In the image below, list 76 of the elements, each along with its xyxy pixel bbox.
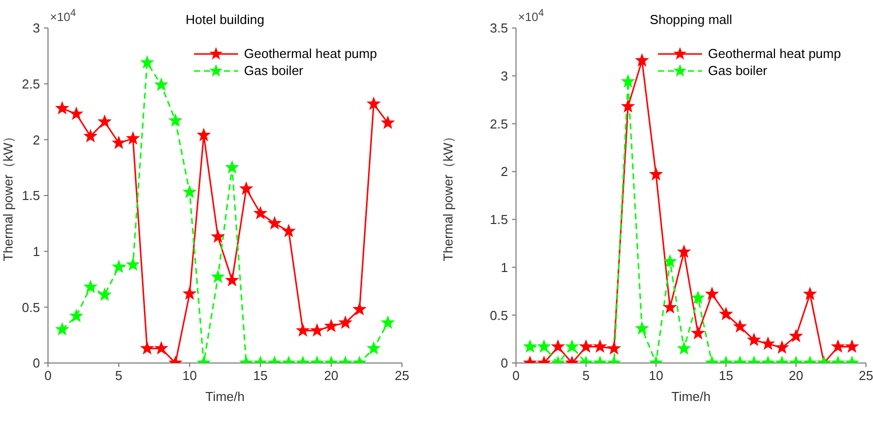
point xyxy=(84,280,97,292)
legend-label: Geothermal heat pump xyxy=(708,46,841,61)
x-tick-label: 15 xyxy=(718,368,734,384)
point xyxy=(198,128,210,141)
point xyxy=(112,260,126,272)
y-tick-label: 1.5 xyxy=(490,212,508,228)
legend-label: Gas boiler xyxy=(708,63,768,78)
x-tick-label: 0 xyxy=(512,368,520,384)
point xyxy=(367,97,380,110)
y-axis-title: Thermal power（kW） xyxy=(0,130,16,262)
point xyxy=(126,132,140,144)
point xyxy=(126,258,140,270)
point xyxy=(310,324,324,336)
y-tick-label: 0 xyxy=(32,356,40,371)
text: ×10$^{4}$ xyxy=(50,8,76,24)
y-tick-label: 2 xyxy=(500,164,508,180)
point xyxy=(240,182,252,194)
x-tick-label: 15 xyxy=(253,368,268,384)
point xyxy=(324,320,338,332)
point xyxy=(382,316,394,328)
y-tick-label: 0.5 xyxy=(22,300,40,315)
x-tick-label: 25 xyxy=(858,368,873,384)
point xyxy=(155,78,168,90)
x-tick-label: 0 xyxy=(44,368,52,384)
x-axis-title: Time/h xyxy=(205,389,245,404)
text: ×10$^{4}$ xyxy=(518,8,544,24)
legend-label: Geothermal heat pump xyxy=(244,46,377,61)
point xyxy=(268,216,281,229)
x-tick-label: 5 xyxy=(115,368,122,384)
point xyxy=(367,342,380,354)
point xyxy=(56,323,68,335)
y-tick-label: 0 xyxy=(500,356,508,371)
chart-title: Hotel building xyxy=(186,12,264,27)
point xyxy=(140,56,154,68)
x-tick-label: 10 xyxy=(648,368,664,384)
point xyxy=(353,302,366,315)
legend-label: Gas boiler xyxy=(244,63,304,78)
point xyxy=(212,270,224,282)
point xyxy=(98,115,111,128)
x-axis-title: Time/h xyxy=(671,389,711,404)
point xyxy=(183,287,196,300)
point xyxy=(382,116,394,128)
point xyxy=(282,224,295,237)
point xyxy=(339,316,352,328)
point xyxy=(212,230,224,242)
chart-title: Shopping mall xyxy=(650,12,732,27)
y-tick-label: 0.5 xyxy=(490,308,508,323)
x-tick-label: 10 xyxy=(182,368,197,384)
y-tick-label: 2.5 xyxy=(22,76,40,92)
point xyxy=(84,130,97,142)
x-tick-label: 20 xyxy=(788,368,804,384)
point xyxy=(70,310,83,322)
point xyxy=(183,186,196,198)
y-tick-label: 2.5 xyxy=(490,116,508,132)
point xyxy=(226,161,238,173)
point xyxy=(98,288,111,300)
point xyxy=(112,136,126,148)
y-tick-label: 3 xyxy=(500,68,508,84)
y-axis-title: Thermal power（kW） xyxy=(440,130,456,262)
point xyxy=(70,107,83,120)
y-tick-label: 1.5 xyxy=(22,188,40,204)
x-tick-label: 20 xyxy=(324,368,338,384)
point xyxy=(140,342,154,354)
point xyxy=(254,206,267,219)
x-tick-label: 5 xyxy=(582,368,590,384)
point xyxy=(155,342,168,354)
y-tick-label: 2 xyxy=(32,132,40,148)
point xyxy=(169,114,182,126)
y-tick-label: 3 xyxy=(32,20,40,36)
y-tick-label: 1 xyxy=(32,244,40,259)
y-tick-label: 3.5 xyxy=(490,20,508,36)
y-tick-label: 1 xyxy=(500,260,508,275)
x-tick-label: 25 xyxy=(394,368,410,384)
point xyxy=(226,274,238,286)
point xyxy=(296,324,310,336)
point xyxy=(56,102,68,114)
